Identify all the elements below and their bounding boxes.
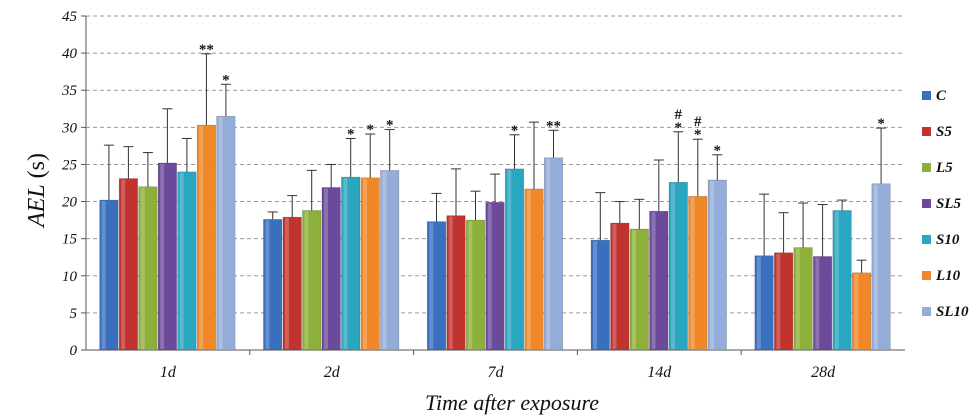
x-tick-label: 1d	[160, 364, 177, 381]
bar-highlight	[834, 211, 839, 349]
x-tick-label: 2d	[324, 364, 341, 381]
bar-highlight	[179, 172, 184, 349]
y-tick-label: 10	[62, 269, 78, 285]
legend-label: SL10	[936, 304, 969, 320]
legend-swatch	[922, 235, 931, 244]
significance-mark: #	[675, 107, 683, 123]
bar-highlight	[507, 169, 512, 349]
bar-highlight	[199, 126, 204, 350]
legend-swatch	[922, 163, 931, 172]
y-tick-label: 0	[70, 343, 78, 359]
bar-highlight	[632, 230, 637, 349]
y-tick-label: 30	[61, 120, 78, 136]
legend-label: C	[936, 88, 947, 104]
bar-highlight	[218, 117, 223, 349]
bar-highlight	[854, 273, 859, 349]
y-tick-label: 20	[62, 195, 78, 211]
legend-swatch	[922, 127, 931, 136]
y-tick-label: 5	[70, 306, 78, 322]
y-tick-label: 15	[62, 232, 78, 248]
legend-label: L10	[935, 268, 961, 284]
legend-label: S5	[936, 124, 952, 140]
bar-highlight	[448, 216, 453, 349]
error-bars	[103, 53, 887, 273]
legend-swatch	[922, 199, 931, 208]
significance-mark: #	[694, 114, 702, 130]
y-axis-title-unit: (s)	[24, 153, 50, 184]
significance-marks: **** * * * **#* #***	[199, 42, 885, 159]
significance-mark: *	[347, 126, 355, 142]
bar-highlight	[265, 220, 270, 349]
significance-mark: *	[386, 118, 394, 134]
bar-highlight	[756, 256, 761, 349]
bar-highlight	[526, 189, 531, 349]
y-axis-title: AEL (s)	[24, 153, 50, 229]
bar-highlight	[795, 248, 800, 349]
significance-mark: *	[366, 122, 374, 138]
bar-highlight	[671, 183, 676, 349]
y-tick-label: 35	[61, 83, 78, 99]
bar-highlight	[323, 188, 328, 349]
bar-highlight	[362, 178, 367, 349]
bar-highlight	[304, 211, 309, 349]
bar-highlight	[429, 222, 434, 349]
bar-highlight	[160, 163, 165, 349]
y-tick-label: 45	[62, 9, 78, 25]
bar-highlight	[121, 179, 126, 349]
legend: C S5 L5 SL5 S10 L10 SL10	[922, 88, 969, 320]
significance-mark: **	[199, 42, 214, 58]
bar-highlight	[382, 171, 387, 349]
legend-label: SL5	[936, 196, 962, 212]
significance-mark: **	[546, 118, 561, 134]
legend-swatch	[922, 91, 931, 100]
bar-highlight	[343, 178, 348, 349]
bars	[99, 115, 891, 351]
bar-highlight	[140, 187, 145, 349]
significance-mark: *	[877, 116, 885, 132]
bar-highlight	[284, 218, 289, 349]
significance-mark: *	[714, 143, 722, 159]
bar-highlight	[873, 184, 878, 349]
bar-highlight	[690, 197, 695, 349]
significance-mark: *	[222, 72, 230, 88]
bar-highlight	[651, 212, 656, 349]
x-axis-title: Time after exposure	[425, 390, 599, 415]
x-tick-label: 7d	[488, 364, 505, 381]
bar-highlight	[487, 203, 492, 349]
significance-mark: *	[511, 123, 519, 139]
x-tick-label: 14d	[647, 364, 672, 381]
legend-label: S10	[936, 232, 960, 248]
bar-highlight	[776, 253, 781, 349]
y-axis-title-main: AEL	[24, 184, 50, 229]
legend-swatch	[922, 307, 931, 316]
legend-label: L5	[935, 160, 953, 176]
bar-highlight	[593, 241, 598, 349]
x-tick-label: 28d	[811, 364, 836, 381]
tick-labels: 0 5 10 15 20 25 30 35 40 45 1d 2d 7d 14d 28d	[61, 9, 836, 381]
bar-highlight	[612, 224, 617, 349]
significance-mark: *	[694, 127, 702, 143]
bar-highlight	[710, 181, 715, 349]
bar-highlight	[546, 158, 551, 349]
significance-mark: *	[675, 120, 683, 136]
y-tick-label: 40	[62, 46, 78, 62]
y-tick-label: 25	[62, 157, 78, 173]
legend-swatch	[922, 271, 931, 280]
bar-highlight	[468, 221, 473, 349]
bar-highlight	[815, 257, 820, 349]
bar-highlight	[101, 201, 106, 349]
